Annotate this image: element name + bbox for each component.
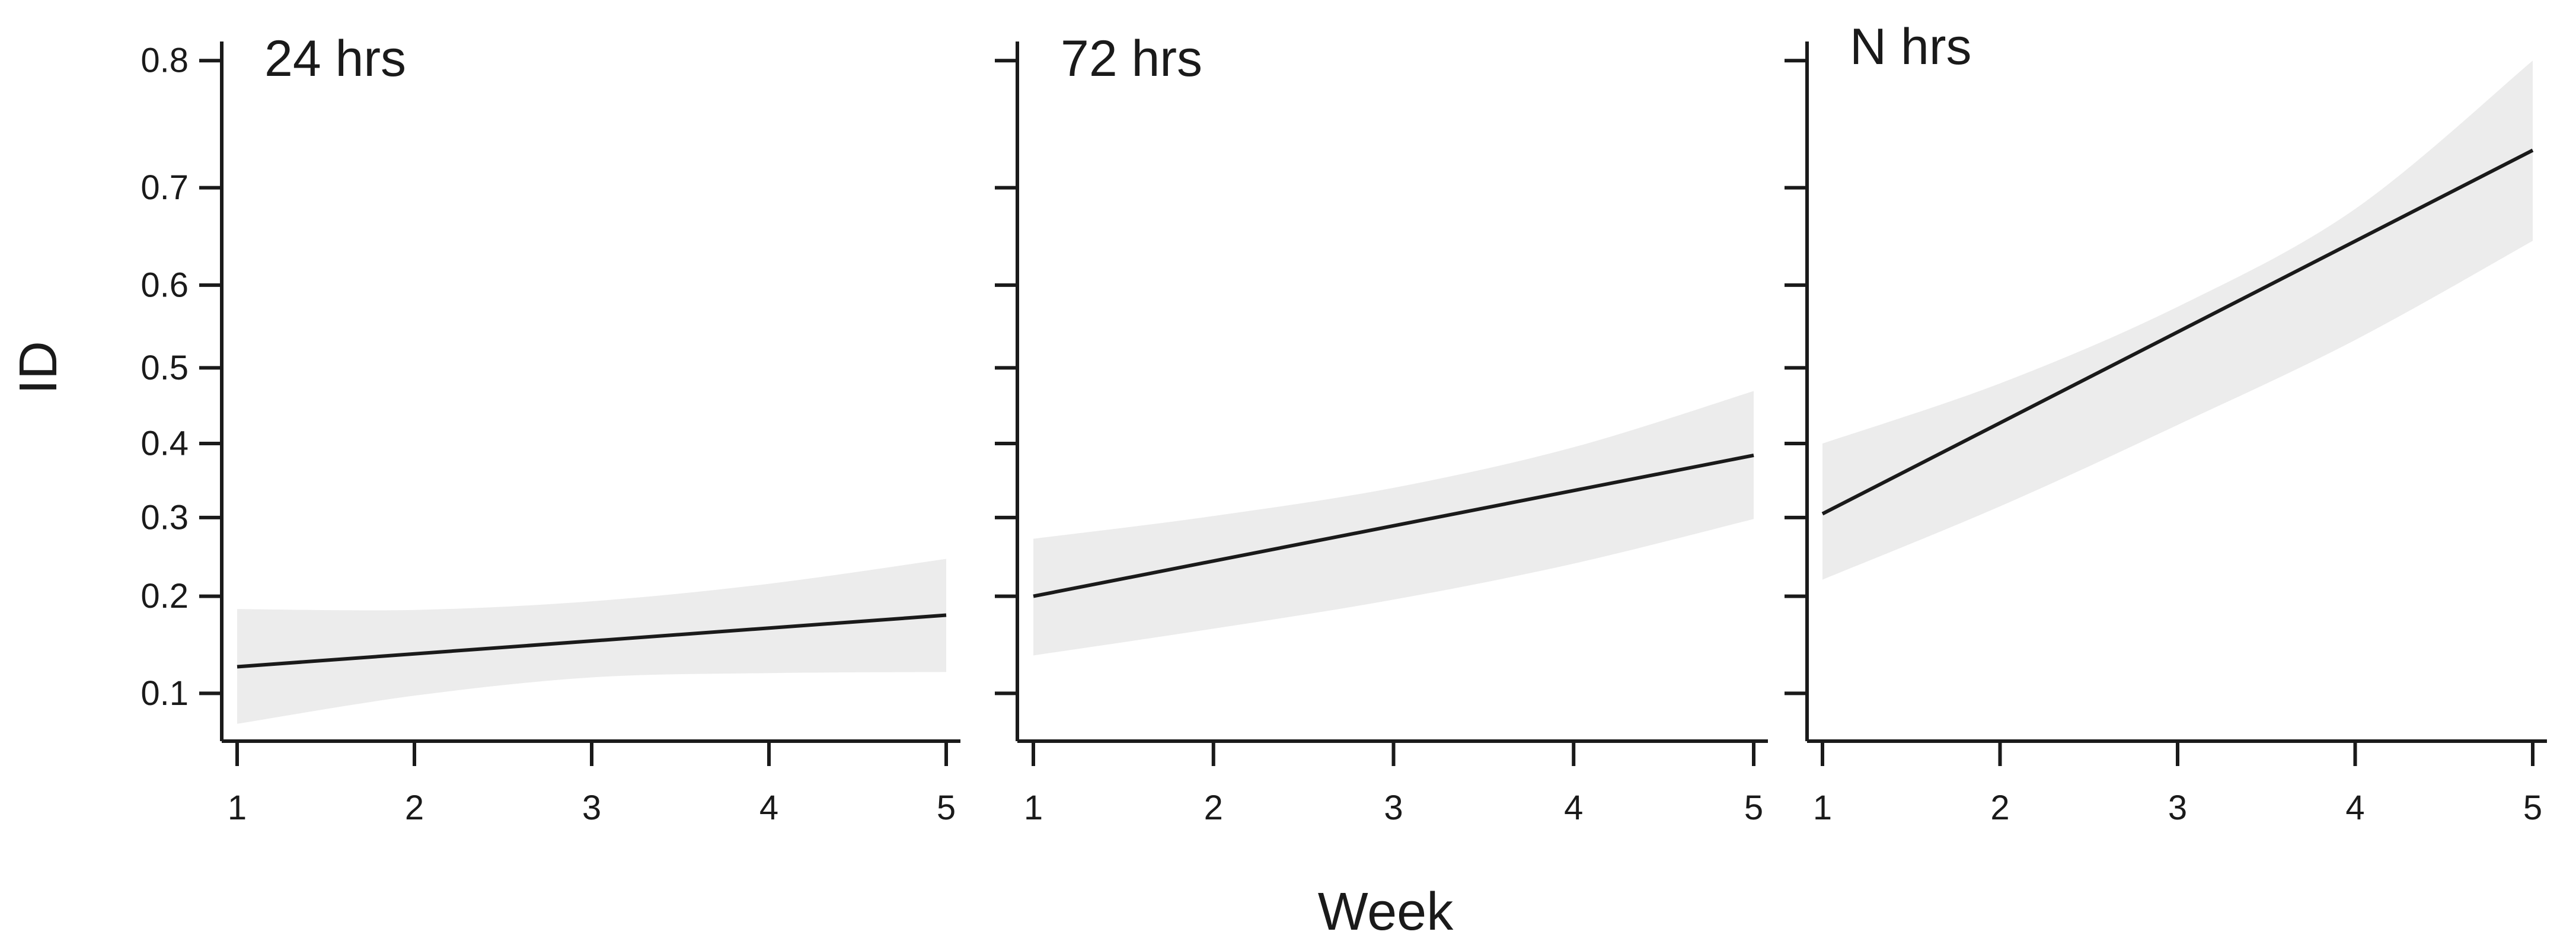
y-tick-label: 0.8 bbox=[141, 42, 189, 80]
x-tick-label: 3 bbox=[582, 789, 601, 827]
x-tick-label: 4 bbox=[1564, 789, 1583, 827]
y-tick-label: 0.4 bbox=[141, 425, 189, 463]
y-tick-label: 0.3 bbox=[141, 498, 189, 537]
x-tick-label: 4 bbox=[759, 789, 778, 827]
x-tick-label: 4 bbox=[2345, 789, 2364, 827]
x-tick-label: 2 bbox=[405, 789, 424, 827]
y-tick-label: 0.7 bbox=[141, 168, 189, 207]
x-tick-label: 5 bbox=[1744, 789, 1763, 827]
x-tick-label: 2 bbox=[1204, 789, 1223, 827]
confidence-band bbox=[1822, 60, 2533, 580]
x-tick-label: 1 bbox=[1024, 789, 1043, 827]
panel-n-hrs: 1 2 3 4 5 N hrs bbox=[1785, 18, 2547, 827]
confidence-band bbox=[1033, 391, 1754, 656]
x-tick-label: 1 bbox=[228, 789, 247, 827]
x-tick-label: 5 bbox=[937, 789, 956, 827]
x-tick-label: 3 bbox=[2168, 789, 2187, 827]
x-tick-label: 2 bbox=[1990, 789, 2009, 827]
panel-title: N hrs bbox=[1850, 18, 1971, 75]
x-tick-label: 3 bbox=[1384, 789, 1403, 827]
fit-line bbox=[237, 613, 947, 669]
panel-title: 24 hrs bbox=[264, 30, 406, 87]
panel-72-hrs: 1 2 3 4 5 72 hrs bbox=[995, 30, 1768, 827]
x-tick-label: 5 bbox=[2523, 789, 2542, 827]
panel-title: 72 hrs bbox=[1061, 30, 1202, 87]
x-axis-title: Week bbox=[1318, 882, 1454, 938]
y-tick-label: 0.2 bbox=[141, 577, 189, 615]
fit-line bbox=[1821, 148, 2534, 516]
y-tick-label: 0.5 bbox=[141, 349, 189, 387]
y-tick-label: 0.1 bbox=[141, 674, 189, 713]
x-tick-label: 1 bbox=[1813, 789, 1832, 827]
y-tick-label: 0.6 bbox=[141, 266, 189, 304]
panel-24-hrs: 0.1 0.2 0.3 0.4 0.5 0.6 0.7 0.8 1 2 3 4 5 24 hrs bbox=[141, 30, 960, 827]
y-axis-title: ID bbox=[9, 341, 68, 394]
fit-line bbox=[1033, 454, 1754, 598]
